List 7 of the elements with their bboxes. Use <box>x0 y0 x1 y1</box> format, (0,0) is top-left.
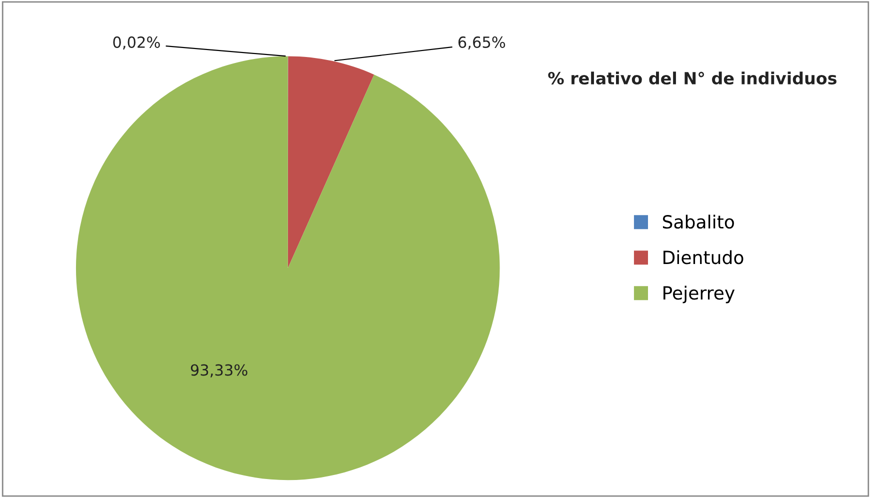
text: % relativo del N° de individuos <box>548 72 836 85</box>
legend-label: Dientudo <box>664 250 744 264</box>
data-label: 0,02% <box>113 36 160 50</box>
legend-label: Sabalito <box>662 214 734 229</box>
legend-label: Pejerrey <box>664 286 735 304</box>
data-label: 6,65% <box>458 36 506 50</box>
data-label: 93,33% <box>190 364 248 378</box>
